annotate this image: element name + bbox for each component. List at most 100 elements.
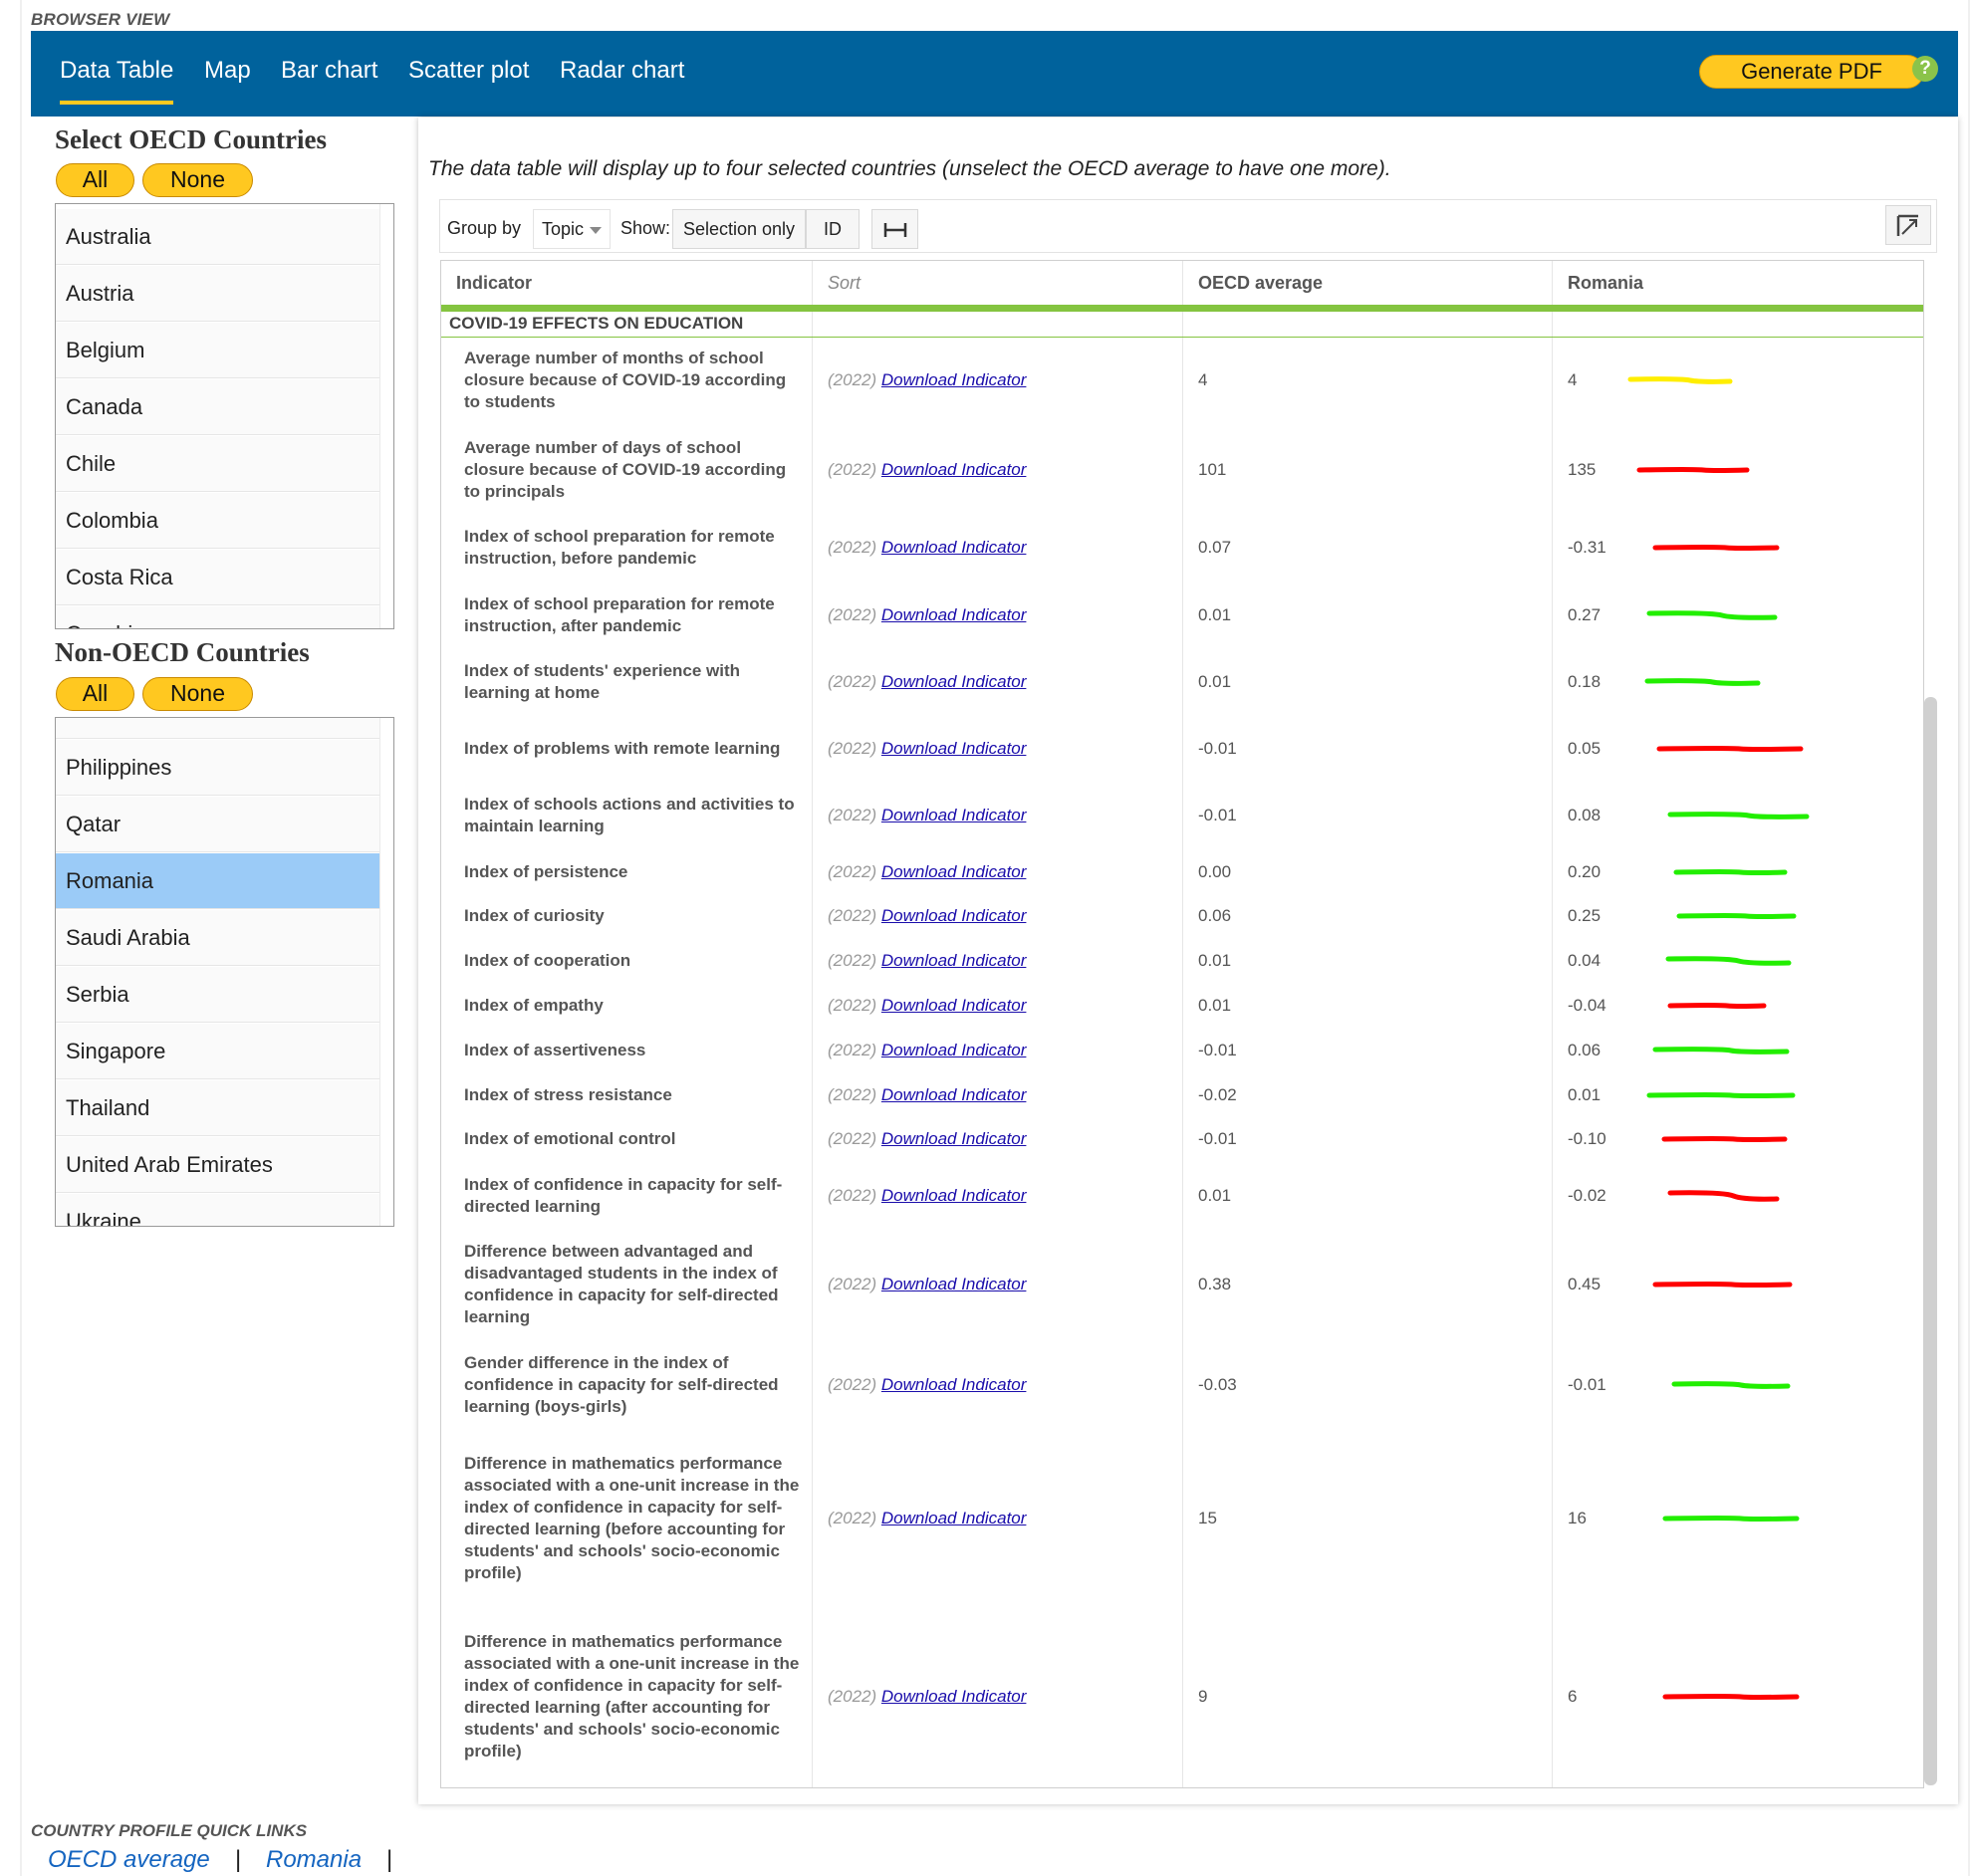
non-oecd-country-item[interactable]: Peru (56, 718, 380, 739)
romania-value: 0.18 (1568, 672, 1601, 691)
browser-view-caption: BROWSER VIEW (31, 10, 170, 29)
oecd-country-item[interactable]: Austria (56, 266, 380, 322)
indicator-year: (2022) (828, 806, 877, 824)
non-oecd-country-item[interactable]: Singapore (56, 1024, 380, 1079)
indicator-source: (2022) Download Indicator (828, 951, 1026, 971)
indicator-source: (2022) Download Indicator (828, 1186, 1026, 1206)
header-rule (441, 305, 1923, 312)
romania-value: -0.31 (1568, 538, 1606, 557)
oecd-country-item[interactable]: Chile (56, 436, 380, 492)
non-oecd-panel-title: Non-OECD Countries (55, 637, 310, 667)
download-indicator-link[interactable]: Download Indicator (880, 1129, 1027, 1148)
column-header-romania[interactable]: Romania (1568, 273, 1644, 293)
oecd-average-value: 0.00 (1198, 862, 1232, 881)
download-indicator-link[interactable]: Download Indicator (880, 460, 1027, 479)
non-oecd-country-item[interactable]: Ukraine (56, 1194, 380, 1226)
tab-data-table[interactable]: Data Table (60, 57, 174, 105)
indicator-year: (2022) (828, 1509, 877, 1527)
indicator-source: (2022) Download Indicator (828, 862, 1026, 882)
non-oecd-country-item[interactable]: Romania (56, 853, 380, 909)
oecd-country-item[interactable]: Colombia (56, 493, 380, 549)
page-frame (20, 0, 1970, 1876)
indicator-name: Index of students' experience with learn… (464, 661, 741, 702)
group-title: COVID-19 EFFECTS ON EDUCATION (449, 314, 744, 333)
table-scrollbar[interactable] (1924, 697, 1937, 1785)
oecd-panel-title: Select OECD Countries (55, 124, 327, 154)
download-indicator-link[interactable]: Download Indicator (880, 951, 1027, 970)
column-header-indicator[interactable]: Indicator (456, 273, 533, 293)
non-oecd-country-item[interactable]: Thailand (56, 1080, 380, 1136)
download-indicator-link[interactable]: Download Indicator (880, 370, 1027, 389)
download-indicator-link[interactable]: Download Indicator (880, 672, 1027, 691)
indicator-source: (2022) Download Indicator (828, 460, 1026, 480)
oecd-country-item[interactable]: Czechia (56, 606, 380, 628)
quick-link-romania[interactable]: Romania (266, 1846, 363, 1873)
quick-links-title: COUNTRY PROFILE QUICK LINKS (31, 1821, 308, 1840)
non-oecd-country-item[interactable]: United Arab Emirates (56, 1137, 380, 1193)
quick-link-oecd-average[interactable]: OECD average (48, 1846, 210, 1873)
oecd-country-list[interactable]: Australia Austria Belgium Canada Chile Colomb… (55, 203, 394, 629)
download-indicator-link[interactable]: Download Indicator (880, 1085, 1027, 1104)
oecd-list-scrollbar[interactable] (379, 204, 393, 628)
indicator-name: Index of curiosity (464, 906, 605, 925)
download-indicator-link[interactable]: Download Indicator (880, 1275, 1027, 1293)
non-oecd-country-item[interactable]: Serbia (56, 967, 380, 1023)
non-oecd-country-item[interactable]: Qatar (56, 797, 380, 852)
non-oecd-list-scrollbar[interactable] (379, 718, 393, 1226)
oecd-country-item[interactable]: Australia (56, 209, 380, 265)
download-indicator-link[interactable]: Download Indicator (880, 1509, 1027, 1527)
download-indicator-link[interactable]: Download Indicator (880, 1041, 1027, 1059)
indicator-name: Difference in mathematics performance as… (464, 1632, 800, 1760)
group-by-select[interactable]: Topic (533, 209, 611, 249)
indicator-source: (2022) Download Indicator (828, 1275, 1026, 1294)
oecd-country-item[interactable]: Belgium (56, 323, 380, 378)
oecd-none-button[interactable]: None (142, 163, 253, 197)
oecd-country-item[interactable]: Canada (56, 379, 380, 435)
indicator-source: (2022) Download Indicator (828, 538, 1026, 558)
non-oecd-country-item[interactable]: Saudi Arabia (56, 910, 380, 966)
indicator-name: Index of school preparation for remote i… (464, 594, 775, 635)
oecd-country-item[interactable]: Costa Rica (56, 550, 380, 605)
download-indicator-link[interactable]: Download Indicator (880, 538, 1027, 557)
indicator-year: (2022) (828, 1129, 877, 1148)
group-by-value: Topic (541, 219, 585, 239)
indicator-year: (2022) (828, 739, 877, 758)
download-indicator-link[interactable]: Download Indicator (880, 996, 1027, 1015)
tab-radar-chart[interactable]: Radar chart (560, 57, 685, 84)
indicator-source: (2022) Download Indicator (828, 605, 1026, 625)
column-header-sort[interactable]: Sort (828, 273, 862, 293)
column-width-button[interactable] (871, 209, 918, 249)
download-indicator-link[interactable]: Download Indicator (880, 806, 1027, 824)
download-indicator-link[interactable]: Download Indicator (880, 906, 1027, 925)
indicator-year: (2022) (828, 996, 877, 1015)
download-indicator-link[interactable]: Download Indicator (880, 739, 1027, 758)
help-icon[interactable]: ? (1912, 56, 1938, 82)
generate-pdf-button[interactable]: Generate PDF (1699, 55, 1924, 89)
group-row (441, 312, 1923, 338)
tab-scatter-plot[interactable]: Scatter plot (408, 57, 530, 84)
download-indicator-link[interactable]: Download Indicator (880, 862, 1027, 881)
expand-table-button[interactable] (1885, 205, 1931, 245)
selection-only-button[interactable]: Selection only (672, 209, 806, 249)
non-oecd-none-button[interactable]: None (142, 677, 253, 711)
romania-value: -0.04 (1568, 996, 1606, 1015)
column-header-oecd-average[interactable]: OECD average (1198, 273, 1324, 293)
download-indicator-link[interactable]: Download Indicator (880, 1186, 1027, 1205)
indicator-year: (2022) (828, 1186, 877, 1205)
download-indicator-link[interactable]: Download Indicator (880, 605, 1027, 624)
tab-map[interactable]: Map (204, 57, 251, 84)
download-indicator-link[interactable]: Download Indicator (880, 1375, 1027, 1394)
indicator-name: Index of empathy (464, 996, 604, 1015)
non-oecd-country-list[interactable]: PeruPhilippinesQatarRomaniaSaudi ArabiaS… (55, 717, 394, 1227)
id-button[interactable]: ID (806, 209, 860, 249)
download-indicator-link[interactable]: Download Indicator (880, 1687, 1027, 1706)
oecd-average-value: 0.01 (1198, 1186, 1232, 1205)
top-nav-bar: Data Table Map Bar chart Scatter plot Ra… (31, 31, 1958, 117)
non-oecd-country-item[interactable]: Philippines (56, 740, 380, 796)
oecd-all-button[interactable]: All (56, 163, 134, 197)
romania-value: -0.02 (1568, 1186, 1606, 1205)
romania-value: 0.20 (1568, 862, 1601, 881)
indicator-year: (2022) (828, 370, 877, 389)
tab-bar-chart[interactable]: Bar chart (281, 57, 378, 84)
non-oecd-all-button[interactable]: All (56, 677, 134, 711)
